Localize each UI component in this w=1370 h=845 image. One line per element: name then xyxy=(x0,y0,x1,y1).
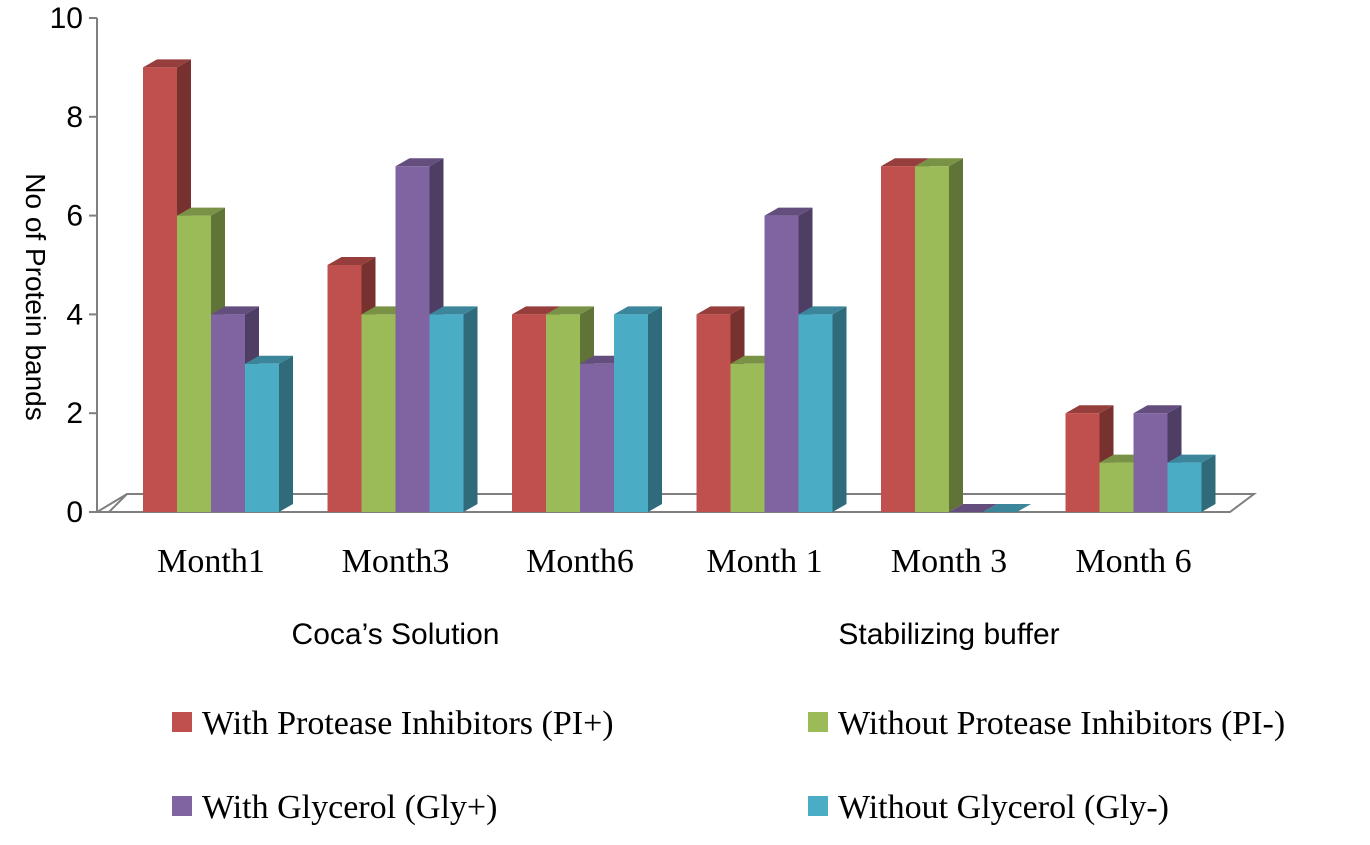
legend-swatch xyxy=(808,796,828,816)
bar-top xyxy=(798,306,847,315)
bar-top xyxy=(949,504,997,512)
legend-swatch xyxy=(172,712,192,732)
legend-label: Without Protease Inhibitors (PI-) xyxy=(838,705,1285,742)
bar-top xyxy=(143,59,191,68)
bar-top xyxy=(614,306,662,315)
x-tick-label: Month1 xyxy=(157,543,265,580)
legend-swatch xyxy=(808,712,828,732)
bars xyxy=(143,59,1216,513)
bar-front xyxy=(512,314,546,512)
bar xyxy=(949,504,997,512)
y-tick-label: 10 xyxy=(50,2,83,35)
bar-top xyxy=(915,158,963,167)
group-label: Coca’s Solution xyxy=(292,618,500,651)
bar-top xyxy=(881,158,929,167)
bar-top xyxy=(177,207,225,216)
bar-front xyxy=(211,314,245,512)
bar xyxy=(429,306,478,512)
bar-side xyxy=(279,355,293,512)
bar-front xyxy=(1065,413,1100,512)
bar-front xyxy=(395,166,430,512)
floor-edge xyxy=(96,493,128,513)
x-tick-label: Month 6 xyxy=(1075,543,1191,580)
legend: With Protease Inhibitors (PI+) Without Pr… xyxy=(172,705,1285,826)
bar-side xyxy=(648,306,662,512)
bar xyxy=(1167,454,1216,512)
bar-side xyxy=(949,158,963,512)
bar-side xyxy=(832,306,847,512)
x-tick-label: Month3 xyxy=(342,543,450,580)
x-tick-label: Month 1 xyxy=(706,543,822,580)
bar-side xyxy=(1201,454,1216,512)
bar-front xyxy=(143,67,177,513)
bar-front xyxy=(546,314,580,512)
labels: Month1 Month3 Month6 Month 1 Month 3 Month 6 C… xyxy=(20,173,1192,651)
bar-top xyxy=(696,306,745,315)
group-label: Stabilizing buffer xyxy=(838,618,1059,651)
bar-top xyxy=(546,306,594,315)
bar xyxy=(983,504,1031,512)
bar-front xyxy=(361,314,396,512)
bar-top xyxy=(983,504,1031,512)
y-tick-label: 6 xyxy=(66,200,83,233)
bar-front xyxy=(614,314,648,512)
bar-top xyxy=(764,207,813,216)
bar-top xyxy=(1167,454,1216,463)
bar-front xyxy=(429,314,464,512)
bar-front xyxy=(798,314,833,512)
bar-front xyxy=(327,265,362,512)
legend-item: Without Protease Inhibitors (PI-) xyxy=(808,705,1285,742)
bar-top xyxy=(327,257,376,265)
bar xyxy=(245,355,293,512)
bar-front xyxy=(580,363,614,512)
bar-top xyxy=(395,158,444,167)
legend-swatch xyxy=(172,796,192,816)
bar-front xyxy=(1099,462,1134,512)
legend-item: Without Glycerol (Gly-) xyxy=(808,789,1169,826)
bar-top xyxy=(1065,405,1114,414)
bar-top xyxy=(512,306,560,315)
bar-front xyxy=(730,363,765,512)
bar-front xyxy=(696,314,731,512)
y-tick-label: 8 xyxy=(66,101,83,134)
bar-front xyxy=(1167,462,1202,512)
bar-top xyxy=(1133,405,1182,414)
bar-front xyxy=(245,363,279,512)
bar-top xyxy=(245,355,293,364)
bar-top xyxy=(211,306,259,315)
bar-side xyxy=(463,306,478,512)
y-tick-label: 4 xyxy=(66,298,83,331)
bar-front xyxy=(915,166,949,512)
bar-top xyxy=(429,306,478,315)
legend-item: With Protease Inhibitors (PI+) xyxy=(172,705,614,742)
bar-front xyxy=(764,215,799,512)
legend-label: Without Glycerol (Gly-) xyxy=(838,789,1169,826)
bar xyxy=(798,306,847,512)
bar-front xyxy=(1133,413,1168,512)
legend-label: With Glycerol (Gly+) xyxy=(202,789,497,826)
legend-label: With Protease Inhibitors (PI+) xyxy=(202,705,614,742)
x-tick-label: Month6 xyxy=(526,543,634,580)
legend-item: With Glycerol (Gly+) xyxy=(172,789,497,826)
bar-front xyxy=(881,166,915,512)
y-tick-label: 0 xyxy=(66,496,83,529)
bar xyxy=(614,306,662,512)
bar xyxy=(915,158,963,512)
y-axis-title: No of Protein bands xyxy=(20,173,51,421)
x-tick-label: Month 3 xyxy=(891,543,1007,580)
bar-front xyxy=(177,215,211,512)
y-tick-label: 2 xyxy=(66,397,83,430)
